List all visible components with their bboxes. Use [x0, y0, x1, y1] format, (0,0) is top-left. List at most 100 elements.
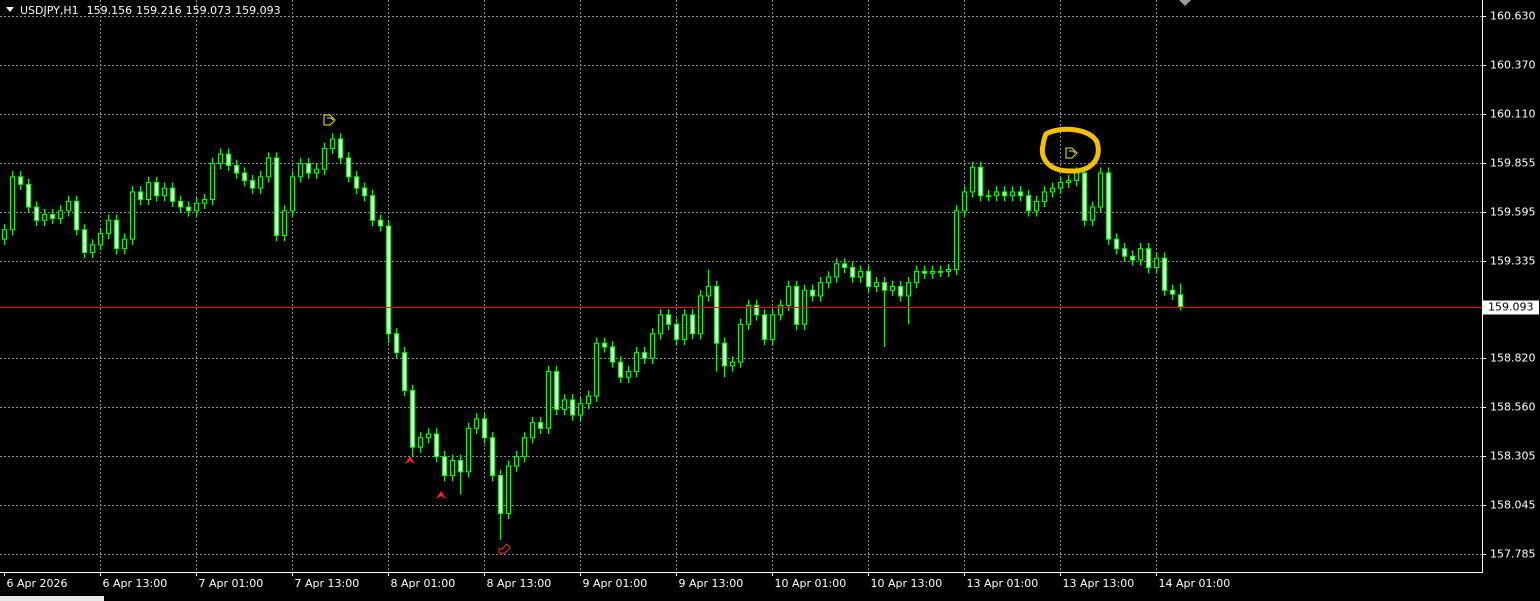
candle-body — [530, 422, 535, 439]
candle-body — [618, 361, 623, 378]
candle-body — [514, 456, 519, 467]
candle-body — [1178, 294, 1183, 308]
candle-body — [266, 157, 271, 178]
candle-body — [650, 333, 655, 359]
candle-body — [402, 352, 407, 391]
candle-body — [562, 399, 567, 410]
candle-body — [930, 270, 935, 274]
candle-body — [130, 191, 135, 240]
candle-body — [378, 219, 383, 227]
candle-body — [578, 403, 583, 416]
candle-body — [362, 187, 367, 197]
candle-body — [1010, 191, 1015, 197]
candle-body — [474, 418, 479, 429]
candle-body — [1154, 257, 1159, 269]
header-close: 159.093 — [235, 4, 281, 17]
candle-body — [890, 285, 895, 291]
highlight-circle — [1039, 126, 1101, 174]
signal-up-icon — [323, 114, 336, 126]
candle-body — [1106, 172, 1111, 240]
candle-body — [66, 200, 71, 212]
candle-body — [170, 187, 175, 202]
candle-body — [1042, 191, 1047, 202]
x-tick-label: 8 Apr 13:00 — [487, 577, 552, 590]
candle-body — [1050, 187, 1055, 193]
x-tick-label: 7 Apr 13:00 — [295, 577, 360, 590]
candle-body — [138, 191, 143, 200]
candle-body — [866, 270, 871, 287]
y-tick-label: 159.855 — [1490, 157, 1536, 170]
candle-body — [850, 267, 855, 278]
candle-body — [450, 459, 455, 477]
candle-body — [706, 285, 711, 297]
candle-body — [314, 168, 319, 174]
candle-body — [770, 314, 775, 340]
candle-body — [962, 191, 967, 212]
y-tick-label: 160.370 — [1490, 59, 1536, 72]
candle-body — [1058, 181, 1063, 189]
candle-body — [370, 195, 375, 221]
candle-body — [1018, 191, 1023, 197]
candle-body — [234, 164, 239, 174]
candle-body — [426, 433, 431, 439]
scrollbar[interactable] — [0, 596, 104, 601]
candle-body — [626, 371, 631, 378]
candle-body — [90, 244, 95, 253]
candle-body — [538, 422, 543, 429]
candle-body — [330, 138, 335, 149]
candle-body — [738, 323, 743, 363]
candle-body — [1122, 248, 1127, 257]
candle-body — [386, 225, 391, 335]
y-tick-label: 158.560 — [1490, 401, 1536, 414]
candle-body — [242, 172, 247, 182]
candle-body — [354, 176, 359, 189]
candle-body — [594, 342, 599, 397]
candle-body — [498, 475, 503, 514]
candle-body — [50, 214, 55, 219]
candle-body — [938, 270, 943, 273]
signal-up-icon — [1065, 147, 1078, 159]
candle-body — [434, 433, 439, 458]
candle-body — [554, 371, 559, 410]
candle-body — [906, 282, 911, 297]
x-tick-label: 13 Apr 01:00 — [967, 577, 1039, 590]
candle-body — [882, 282, 887, 291]
y-tick-label: 159.335 — [1490, 255, 1536, 268]
candle-body — [10, 176, 15, 231]
candle-body — [978, 166, 983, 197]
candle-body — [58, 210, 63, 219]
y-tick-label: 160.630 — [1490, 10, 1536, 23]
shift-marker[interactable] — [1179, 0, 1191, 6]
candle-body — [762, 314, 767, 340]
candle-body — [826, 276, 831, 284]
candle-body — [322, 147, 327, 170]
candle-body — [754, 304, 759, 316]
candle-body — [194, 202, 199, 212]
candle-body — [714, 285, 719, 344]
chart-header: USDJPY,H1 159.156 159.216 159.073 159.093 — [20, 4, 281, 17]
candle-body — [986, 195, 991, 198]
axes: 160.630 160.370 160.110 159.855 159.595 159.3… — [0, 10, 1539, 590]
candle-body — [114, 219, 119, 250]
candle-body — [602, 342, 607, 348]
candle-body — [818, 282, 823, 297]
candle-body — [674, 323, 679, 340]
x-tick-label: 6 Apr 13:00 — [103, 577, 168, 590]
candle-body — [946, 268, 951, 272]
y-tick-label: 159.595 — [1490, 206, 1536, 219]
candle-body — [666, 314, 671, 325]
candle-body — [682, 314, 687, 340]
candle-body — [178, 200, 183, 208]
symbol: USDJPY,H1 — [20, 4, 79, 17]
signal-exit-icon — [498, 543, 511, 554]
candle-body — [290, 176, 295, 212]
candle-body — [1130, 255, 1135, 261]
menu-triangle[interactable] — [6, 7, 14, 12]
candle-body — [18, 176, 23, 185]
candle-body — [778, 304, 783, 316]
x-tick-label: 14 Apr 01:00 — [1159, 577, 1231, 590]
candle-body — [490, 437, 495, 477]
candle-body — [394, 333, 399, 354]
candle-body — [634, 352, 639, 373]
